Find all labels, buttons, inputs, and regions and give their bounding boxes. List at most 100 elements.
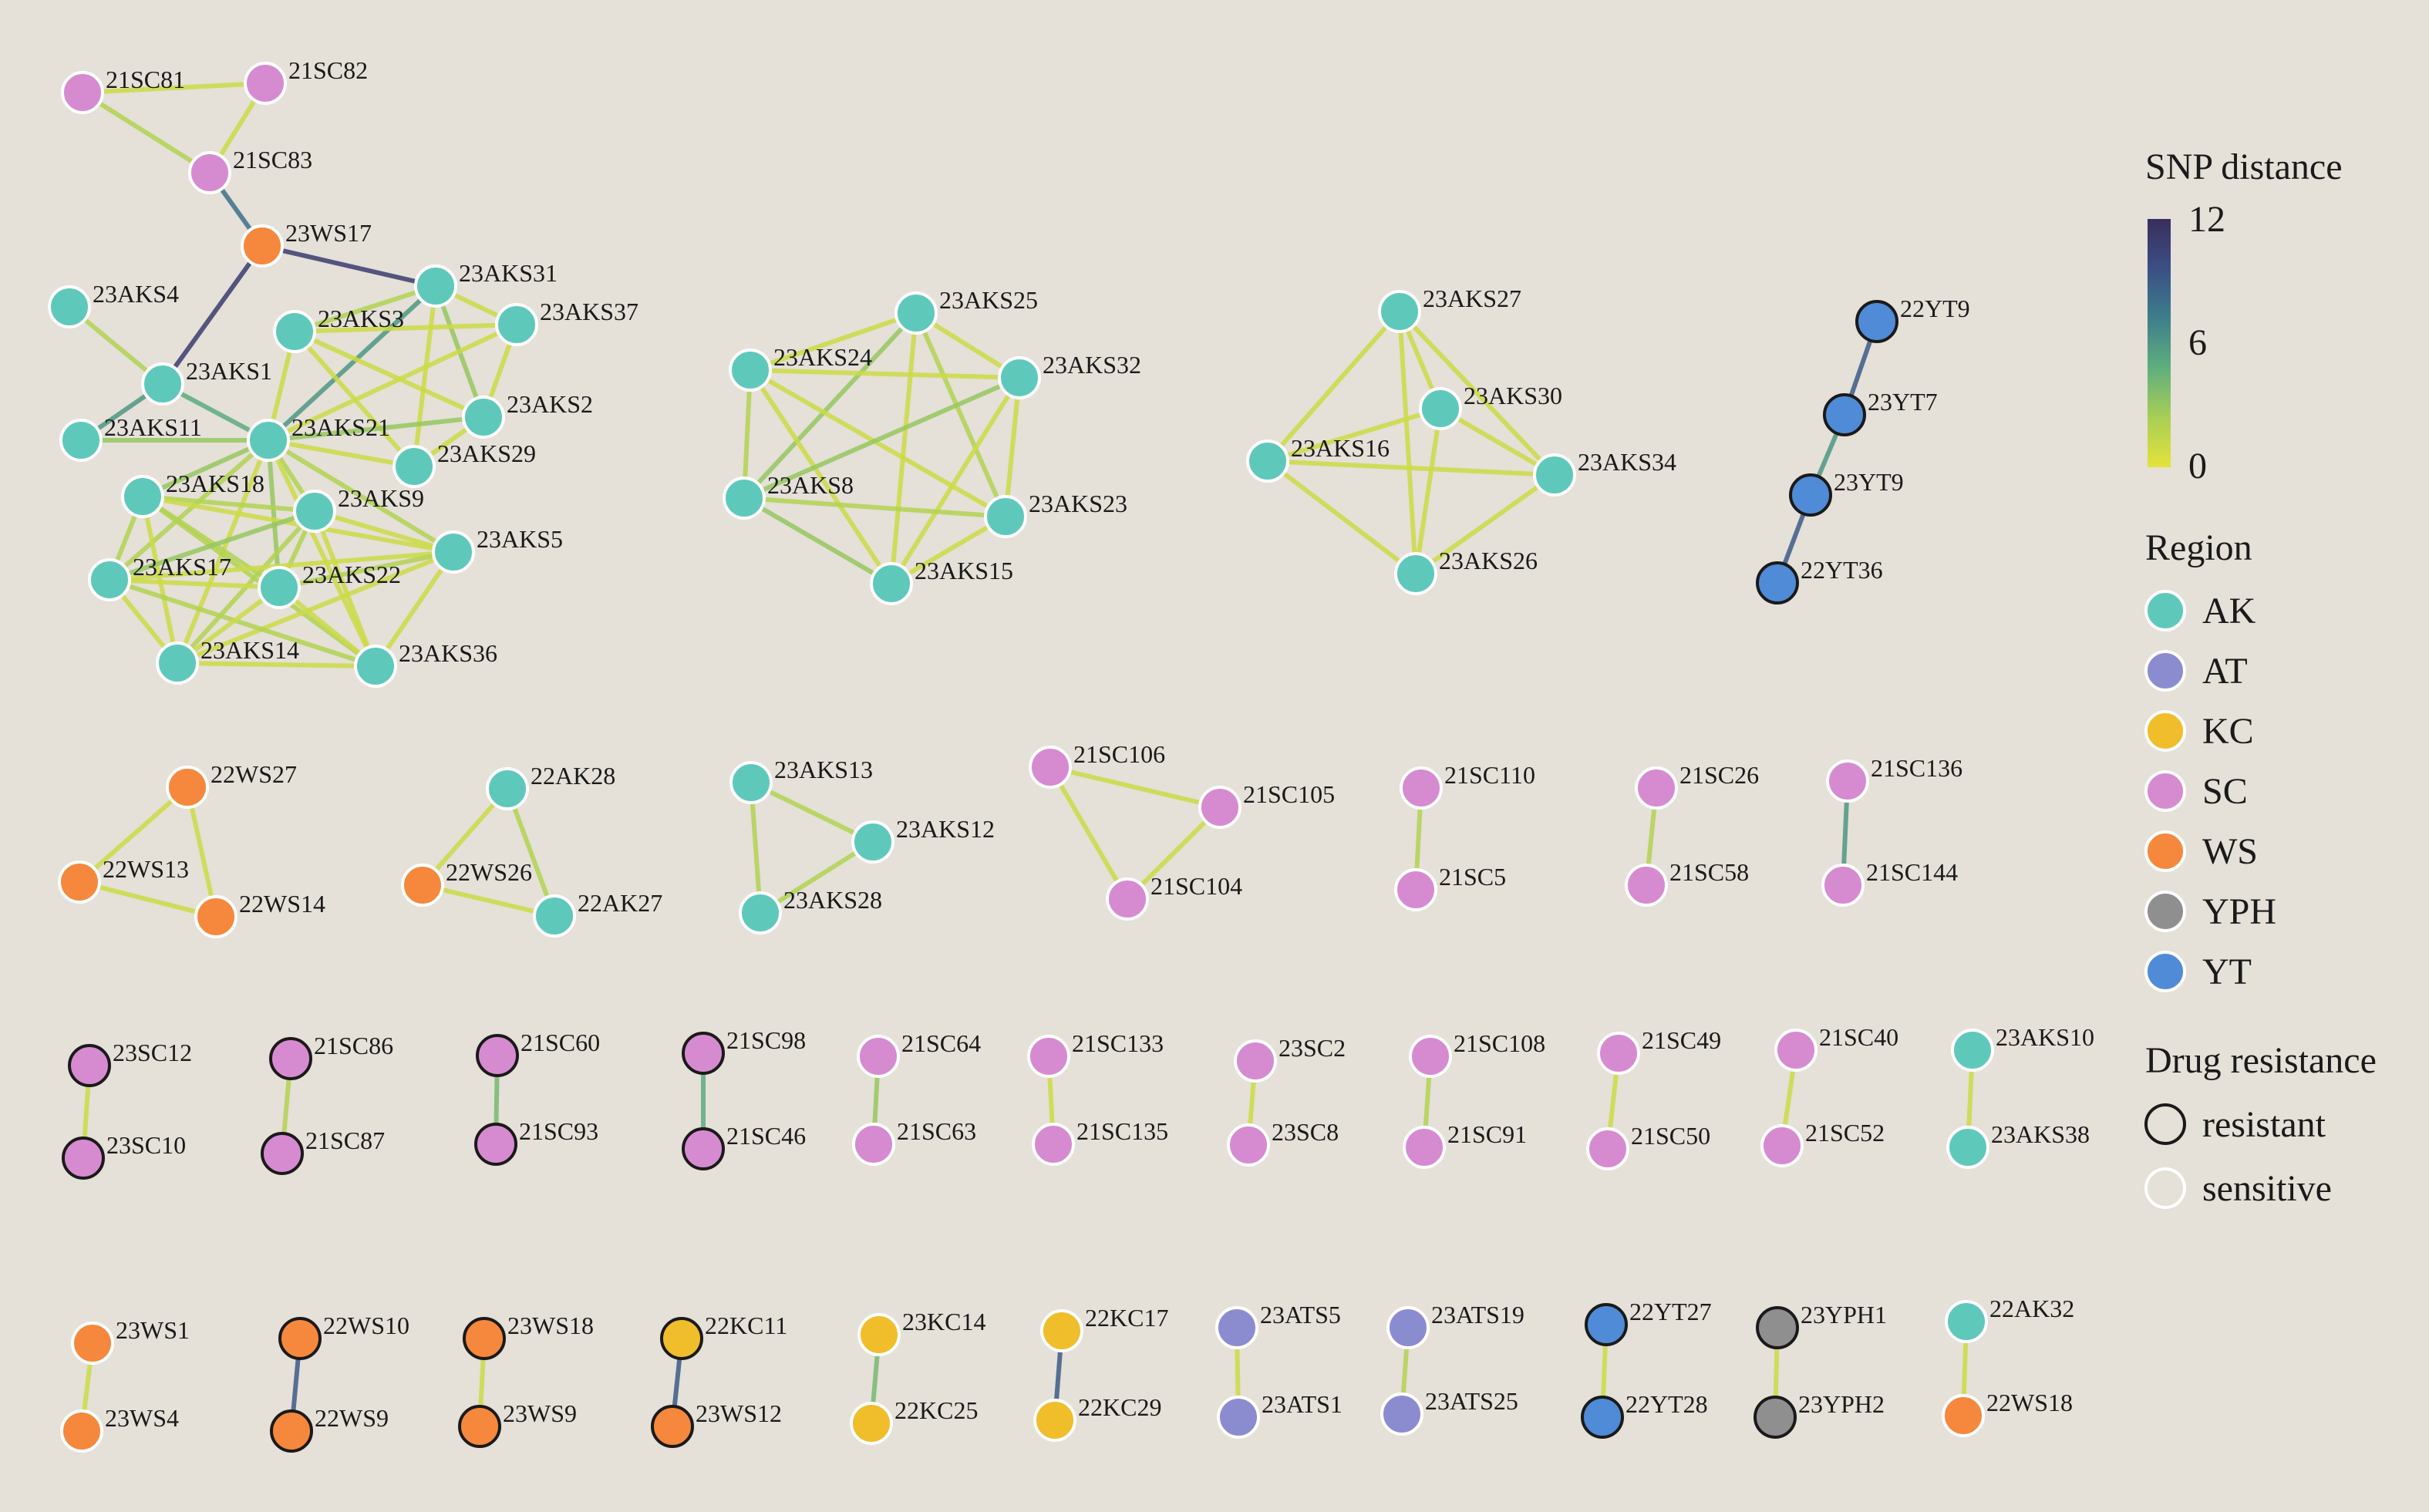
node-21SC87[interactable]: 21SC87	[261, 1126, 385, 1175]
node-21SC136[interactable]: 21SC136	[1826, 754, 1962, 803]
node-23YPH2[interactable]: 23YPH2	[1754, 1390, 1885, 1439]
node-23SC8[interactable]: 23SC8	[1227, 1118, 1339, 1167]
node-21SC46[interactable]: 21SC46	[682, 1122, 806, 1170]
node-23AKS16[interactable]: 23AKS16	[1246, 434, 1390, 483]
node-23WS17[interactable]: 23WS17	[241, 219, 372, 268]
node-23AKS36[interactable]: 23AKS36	[354, 639, 497, 688]
node-22KC29[interactable]: 22KC29	[1033, 1393, 1161, 1442]
node-23AKS5[interactable]: 23AKS5	[432, 525, 563, 574]
node-23AKS4[interactable]: 23AKS4	[48, 280, 179, 328]
node-23WS12[interactable]: 23WS12	[651, 1399, 782, 1448]
node-23AKS13[interactable]: 23AKS13	[729, 756, 873, 804]
node-23AKS37[interactable]: 23AKS37	[495, 298, 638, 346]
node-23AKS30[interactable]: 23AKS30	[1419, 382, 1562, 430]
node-23AKS17[interactable]: 23AKS17	[88, 553, 231, 601]
node-circle	[850, 1402, 893, 1445]
node-21SC98[interactable]: 21SC98	[682, 1026, 806, 1075]
node-21SC144[interactable]: 21SC144	[1821, 858, 1958, 907]
node-23YPH1[interactable]: 23YPH1	[1756, 1301, 1887, 1349]
node-22WS9[interactable]: 22WS9	[270, 1404, 389, 1453]
node-22KC25[interactable]: 22KC25	[850, 1396, 978, 1445]
node-21SC63[interactable]: 21SC63	[852, 1117, 976, 1166]
node-circle	[1198, 786, 1241, 829]
node-21SC104[interactable]: 21SC104	[1106, 872, 1242, 921]
node-22AK27[interactable]: 22AK27	[533, 889, 662, 938]
node-23SC12[interactable]: 23SC12	[68, 1039, 192, 1087]
node-23YT9[interactable]: 23YT9	[1789, 468, 1904, 517]
node-23AKS31[interactable]: 23AKS31	[414, 259, 558, 308]
node-22YT9[interactable]: 22YT9	[1855, 295, 1970, 343]
node-21SC135[interactable]: 21SC135	[1032, 1117, 1168, 1166]
node-23ATS25[interactable]: 23ATS25	[1380, 1387, 1518, 1436]
node-21SC26[interactable]: 21SC26	[1635, 761, 1759, 810]
node-22YT36[interactable]: 22YT36	[1756, 556, 1883, 604]
node-23WS4[interactable]: 23WS4	[60, 1404, 179, 1453]
node-22KC11[interactable]: 22KC11	[660, 1312, 787, 1360]
node-22YT28[interactable]: 22YT28	[1581, 1390, 1708, 1439]
node-23AKS25[interactable]: 23AKS25	[894, 286, 1038, 335]
node-23AKS27[interactable]: 23AKS27	[1378, 285, 1521, 333]
node-23AKS28[interactable]: 23AKS28	[739, 886, 882, 934]
node-23ATS19[interactable]: 23ATS19	[1386, 1301, 1524, 1349]
node-21SC110[interactable]: 21SC110	[1400, 761, 1535, 810]
node-21SC58[interactable]: 21SC58	[1625, 858, 1749, 907]
node-22WS14[interactable]: 22WS14	[194, 890, 325, 938]
node-23AKS22[interactable]: 23AKS22	[258, 561, 401, 609]
node-22WS18[interactable]: 22WS18	[1942, 1389, 2073, 1437]
node-23SC10[interactable]: 23SC10	[62, 1131, 186, 1180]
node-23AKS15[interactable]: 23AKS15	[870, 557, 1013, 605]
node-23AKS34[interactable]: 23AKS34	[1533, 448, 1676, 497]
node-21SC82[interactable]: 21SC82	[244, 56, 368, 105]
node-23AKS29[interactable]: 23AKS29	[392, 439, 536, 488]
node-23AKS38[interactable]: 23AKS38	[1946, 1120, 2090, 1169]
node-21SC49[interactable]: 21SC49	[1597, 1026, 1721, 1075]
node-21SC40[interactable]: 21SC40	[1774, 1023, 1898, 1072]
node-21SC5[interactable]: 21SC5	[1394, 863, 1506, 911]
node-23AKS32[interactable]: 23AKS32	[998, 351, 1141, 399]
node-21SC93[interactable]: 21SC93	[474, 1117, 598, 1166]
node-22YT27[interactable]: 22YT27	[1585, 1298, 1712, 1346]
node-21SC50[interactable]: 21SC50	[1586, 1122, 1710, 1170]
node-23WS1[interactable]: 23WS1	[71, 1316, 190, 1365]
node-22WS27[interactable]: 22WS27	[166, 760, 297, 809]
node-21SC108[interactable]: 21SC108	[1409, 1029, 1545, 1078]
node-23AKS1[interactable]: 23AKS1	[141, 357, 272, 406]
node-21SC106[interactable]: 21SC106	[1029, 740, 1165, 789]
node-21SC133[interactable]: 21SC133	[1027, 1029, 1164, 1078]
node-21SC60[interactable]: 21SC60	[476, 1029, 600, 1077]
node-22AK32[interactable]: 22AK32	[1945, 1295, 2074, 1343]
node-23AKS18[interactable]: 23AKS18	[121, 470, 264, 518]
node-23AKS9[interactable]: 23AKS9	[293, 484, 424, 533]
node-23AKS21[interactable]: 23AKS21	[247, 413, 390, 462]
node-22AK28[interactable]: 22AK28	[486, 762, 615, 810]
node-21SC64[interactable]: 21SC64	[857, 1029, 981, 1078]
node-21SC105[interactable]: 21SC105	[1198, 780, 1335, 829]
node-21SC91[interactable]: 21SC91	[1403, 1120, 1527, 1169]
node-23YT7[interactable]: 23YT7	[1823, 388, 1938, 436]
node-23ATS1[interactable]: 23ATS1	[1217, 1390, 1343, 1439]
node-21SC81[interactable]: 21SC81	[61, 66, 185, 114]
node-23AKS3[interactable]: 23AKS3	[273, 305, 404, 353]
node-22WS10[interactable]: 22WS10	[278, 1312, 409, 1360]
node-23AKS26[interactable]: 23AKS26	[1394, 547, 1538, 595]
node-22WS26[interactable]: 22WS26	[401, 858, 532, 907]
node-23ATS5[interactable]: 23ATS5	[1215, 1301, 1341, 1349]
node-23AKS10[interactable]: 23AKS10	[1951, 1023, 2094, 1072]
node-22WS13[interactable]: 22WS13	[58, 855, 189, 904]
node-23AKS24[interactable]: 23AKS24	[729, 343, 872, 392]
node-22KC17[interactable]: 22KC17	[1040, 1304, 1168, 1352]
node-23KC14[interactable]: 23KC14	[857, 1308, 985, 1356]
node-23AKS2[interactable]: 23AKS2	[462, 390, 593, 439]
node-23AKS8[interactable]: 23AKS8	[723, 471, 854, 520]
node-23AKS11[interactable]: 23AKS11	[59, 413, 202, 462]
node-label: 23SC2	[1279, 1034, 1346, 1062]
node-23AKS23[interactable]: 23AKS23	[984, 490, 1127, 538]
node-23WS9[interactable]: 23WS9	[458, 1399, 577, 1448]
node-21SC83[interactable]: 21SC83	[188, 146, 312, 194]
node-21SC52[interactable]: 21SC52	[1760, 1119, 1885, 1167]
node-23AKS14[interactable]: 23AKS14	[156, 636, 299, 685]
node-23WS18[interactable]: 23WS18	[463, 1312, 594, 1360]
node-23AKS12[interactable]: 23AKS12	[851, 815, 995, 864]
node-21SC86[interactable]: 21SC86	[269, 1032, 393, 1080]
node-23SC2[interactable]: 23SC2	[1234, 1034, 1346, 1083]
